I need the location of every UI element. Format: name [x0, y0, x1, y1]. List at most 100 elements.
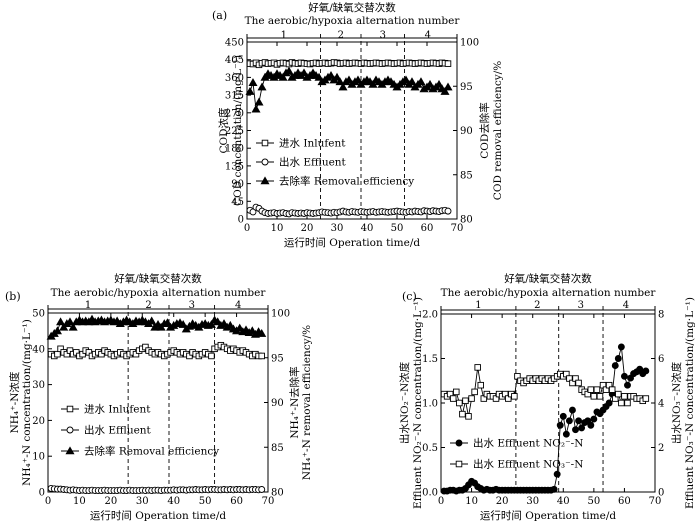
- data-point: [572, 426, 579, 434]
- data-point: [258, 352, 265, 360]
- data-point: [54, 350, 61, 358]
- data-point: [162, 318, 172, 327]
- data-point: [344, 75, 354, 84]
- data-point: [559, 412, 567, 420]
- data-point: [618, 399, 625, 407]
- y-tick-label: 90: [231, 179, 244, 190]
- y-tick-label: 45: [231, 197, 244, 208]
- data-point: [587, 421, 595, 429]
- data-point: [621, 393, 628, 400]
- legend-label: 出水 Effluent NO₂⁻-N: [473, 437, 583, 450]
- plot-frame: [47, 312, 269, 493]
- y-tick-label: 405: [225, 55, 244, 66]
- data-point: [314, 72, 324, 81]
- y2-axis-label-cn: NH₄⁺-N去除率: [288, 366, 301, 438]
- chart-panel-2: (b) 好氧/缺氧交替次数 The aerobic/hypoxia alternat…: [5, 272, 313, 522]
- data-point: [562, 430, 570, 438]
- data-point: [468, 395, 475, 402]
- legend-label: 去除率 Removal efficiency: [84, 445, 219, 458]
- data-point: [444, 207, 452, 215]
- x-tick-label: 0: [45, 496, 51, 507]
- top-tick-label: 3: [380, 30, 386, 41]
- data-point: [258, 486, 266, 493]
- x-tick-label: 60: [421, 223, 434, 234]
- legend-label: 进水 Inlufent: [279, 138, 346, 150]
- series-1: [246, 59, 452, 69]
- data-point: [284, 66, 294, 75]
- data-point: [465, 413, 472, 420]
- y2-tick-label: 90: [271, 398, 284, 409]
- data-point: [624, 381, 631, 389]
- data-point: [443, 82, 453, 91]
- series-1: [47, 341, 265, 360]
- x-tick-label: 60: [230, 496, 243, 507]
- legend-label: 去除率 Removal efficiency: [279, 175, 414, 188]
- data-point: [416, 77, 426, 86]
- x-axis-label: 运行时间 Operation time/d: [480, 509, 616, 522]
- legend-marker: [455, 460, 463, 468]
- legend-marker: [261, 158, 269, 166]
- y-tick-label: 1.5: [422, 354, 438, 365]
- y2-axis-label-en: NH₄⁺-N removal efficiency/%: [301, 325, 313, 480]
- legend-marker: [65, 446, 75, 455]
- y-tick-label: 360: [225, 73, 244, 84]
- data-point: [624, 399, 631, 407]
- plot-frame: [246, 41, 458, 220]
- data-point: [590, 393, 598, 400]
- x-tick-label: 40: [167, 496, 180, 507]
- x-tick-label: 0: [438, 496, 444, 507]
- data-point: [278, 72, 288, 81]
- x-tick-label: 50: [587, 496, 600, 507]
- data-point: [553, 470, 561, 478]
- x-tick-label: 70: [262, 496, 275, 507]
- panel-label: (b): [5, 290, 21, 303]
- y2-tick-label: 4: [658, 399, 664, 410]
- y-tick-label: 50: [32, 309, 45, 320]
- y2-tick-label: 80: [460, 215, 473, 226]
- data-point: [65, 317, 75, 326]
- data-point: [474, 364, 481, 371]
- y2-axis-label-en: COD removal efficiency/%: [492, 61, 504, 200]
- y-tick-label: 270: [225, 108, 244, 119]
- data-point: [642, 395, 650, 402]
- x-tick-label: 30: [331, 223, 344, 234]
- x-tick-label: 70: [649, 496, 662, 507]
- data-point: [511, 393, 518, 400]
- x-tick-label: 20: [301, 223, 314, 234]
- x-tick-label: 40: [557, 496, 570, 507]
- y-tick-label: 225: [225, 126, 244, 137]
- data-point: [477, 381, 484, 389]
- data-point: [434, 79, 444, 88]
- y2-tick-label: 0: [658, 488, 664, 499]
- data-point: [615, 390, 622, 398]
- y-tick-label: 30: [32, 380, 45, 391]
- x-tick-label: 10: [271, 223, 284, 234]
- x-tick-label: 20: [104, 496, 117, 507]
- y2-tick-label: 85: [460, 170, 473, 181]
- data-point: [620, 372, 628, 380]
- x-tick-label: 0: [244, 223, 250, 234]
- y-tick-label: 0: [39, 488, 45, 499]
- y-axis-label-en: NH₄⁺-N concentration/(mg·L⁻¹): [21, 319, 33, 486]
- top-tick-label: 3: [578, 300, 584, 311]
- y2-tick-label: 2: [658, 443, 664, 454]
- y-tick-label: 315: [225, 91, 244, 102]
- x-tick-label: 20: [496, 496, 509, 507]
- data-point: [147, 316, 157, 325]
- data-point: [245, 86, 255, 95]
- y2-tick-label: 90: [460, 126, 473, 137]
- data-point: [617, 343, 625, 351]
- legend-label: 出水 Effluent: [84, 424, 152, 437]
- data-point: [556, 421, 564, 429]
- data-point: [407, 77, 417, 86]
- y2-tick-label: 95: [460, 82, 473, 93]
- y-tick-label: 40: [32, 344, 45, 355]
- data-point: [587, 386, 595, 393]
- x-tick-label: 10: [465, 496, 478, 507]
- top-tick-label: 1: [85, 300, 91, 311]
- data-point: [440, 86, 450, 95]
- top-axis-title-cn: 好氧/缺氧交替次数: [308, 1, 396, 14]
- y-tick-label: 135: [225, 161, 244, 172]
- data-point: [565, 417, 573, 425]
